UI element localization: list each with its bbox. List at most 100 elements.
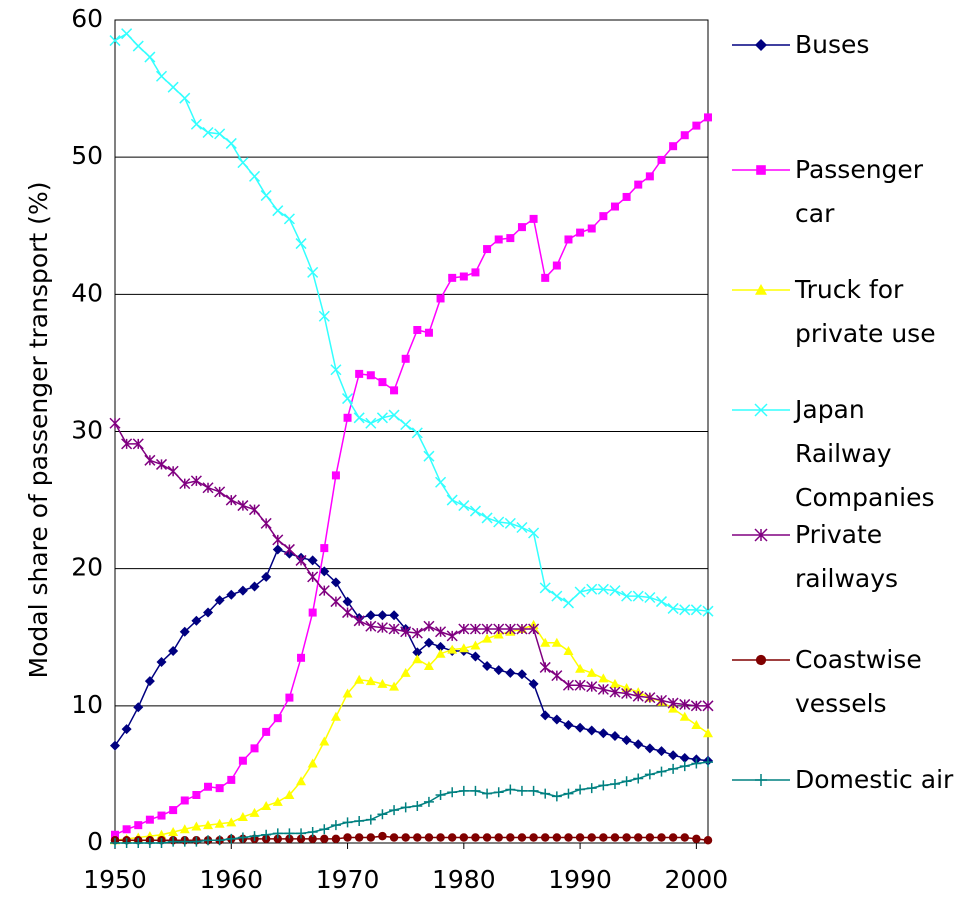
marker-shape — [191, 615, 202, 626]
marker-shape — [424, 328, 433, 337]
marker — [702, 700, 714, 712]
y-tick-label: 30 — [71, 416, 103, 445]
marker-shape — [551, 791, 562, 802]
marker — [400, 667, 411, 677]
marker-shape — [283, 543, 295, 555]
y-tick-label: 10 — [71, 690, 103, 719]
marker — [308, 608, 317, 617]
marker-shape — [307, 827, 318, 838]
marker — [668, 750, 679, 761]
marker — [703, 757, 713, 768]
marker — [446, 494, 458, 506]
marker-shape — [272, 544, 283, 555]
marker — [575, 722, 586, 733]
marker — [285, 834, 294, 844]
marker-shape — [214, 835, 225, 846]
marker — [587, 224, 596, 233]
marker-shape — [144, 51, 156, 63]
marker-shape — [586, 725, 597, 736]
marker — [423, 796, 434, 807]
marker — [249, 807, 260, 817]
marker — [273, 834, 283, 844]
marker — [504, 517, 516, 529]
marker-shape — [586, 783, 597, 794]
marker-shape — [121, 838, 132, 848]
marker — [667, 602, 679, 614]
marker — [296, 776, 307, 786]
marker — [436, 833, 445, 842]
marker-shape — [755, 284, 767, 295]
marker — [401, 833, 410, 842]
marker — [680, 131, 689, 140]
marker — [459, 272, 468, 281]
marker — [156, 829, 167, 839]
marker-shape — [297, 653, 306, 662]
marker-shape — [644, 743, 655, 754]
marker — [633, 739, 644, 750]
marker-shape — [179, 626, 190, 637]
marker — [389, 681, 400, 691]
marker — [132, 438, 144, 450]
marker — [644, 692, 656, 704]
marker — [110, 740, 120, 751]
marker-shape — [528, 527, 540, 539]
marker — [262, 727, 271, 736]
marker-shape — [342, 817, 353, 828]
marker-shape — [516, 669, 527, 680]
marker-shape — [179, 824, 190, 834]
marker — [505, 784, 516, 795]
marker-shape — [412, 647, 423, 658]
marker — [586, 725, 597, 736]
marker — [528, 623, 540, 635]
marker-shape — [528, 785, 539, 796]
marker — [435, 789, 446, 800]
marker — [272, 796, 283, 806]
marker — [632, 590, 644, 602]
marker-shape — [191, 836, 202, 847]
marker — [516, 785, 527, 796]
marker-shape — [179, 478, 191, 490]
marker — [446, 630, 458, 642]
marker — [655, 596, 668, 608]
marker — [377, 678, 388, 688]
marker-shape — [506, 833, 515, 842]
marker-shape — [529, 833, 538, 842]
marker-shape — [238, 756, 247, 765]
marker-shape — [400, 419, 412, 431]
marker — [634, 180, 643, 189]
marker — [109, 35, 121, 47]
marker-shape — [655, 694, 668, 706]
marker-shape — [273, 714, 282, 723]
marker — [448, 273, 457, 282]
marker-shape — [354, 833, 364, 842]
marker-shape — [365, 620, 377, 632]
marker — [156, 838, 167, 848]
marker — [389, 805, 400, 816]
marker — [644, 743, 655, 754]
marker-shape — [365, 610, 376, 621]
marker — [249, 581, 260, 592]
marker — [690, 604, 702, 616]
marker — [260, 517, 272, 529]
marker — [343, 833, 352, 842]
marker-shape — [423, 661, 434, 671]
marker — [215, 784, 224, 793]
marker — [203, 607, 214, 618]
marker — [563, 788, 574, 799]
marker — [261, 800, 272, 810]
marker-shape — [435, 789, 446, 800]
marker — [168, 645, 179, 656]
marker — [493, 665, 504, 676]
marker — [132, 40, 144, 52]
marker-shape — [471, 268, 480, 277]
marker — [110, 838, 120, 848]
marker-shape — [645, 833, 655, 842]
marker-shape — [528, 623, 540, 635]
marker-shape — [167, 81, 179, 93]
legend-label: Domestic air — [795, 765, 954, 794]
marker — [493, 623, 505, 635]
marker — [167, 465, 179, 477]
marker-shape — [307, 571, 319, 583]
marker-shape — [575, 722, 586, 733]
marker — [272, 534, 284, 546]
